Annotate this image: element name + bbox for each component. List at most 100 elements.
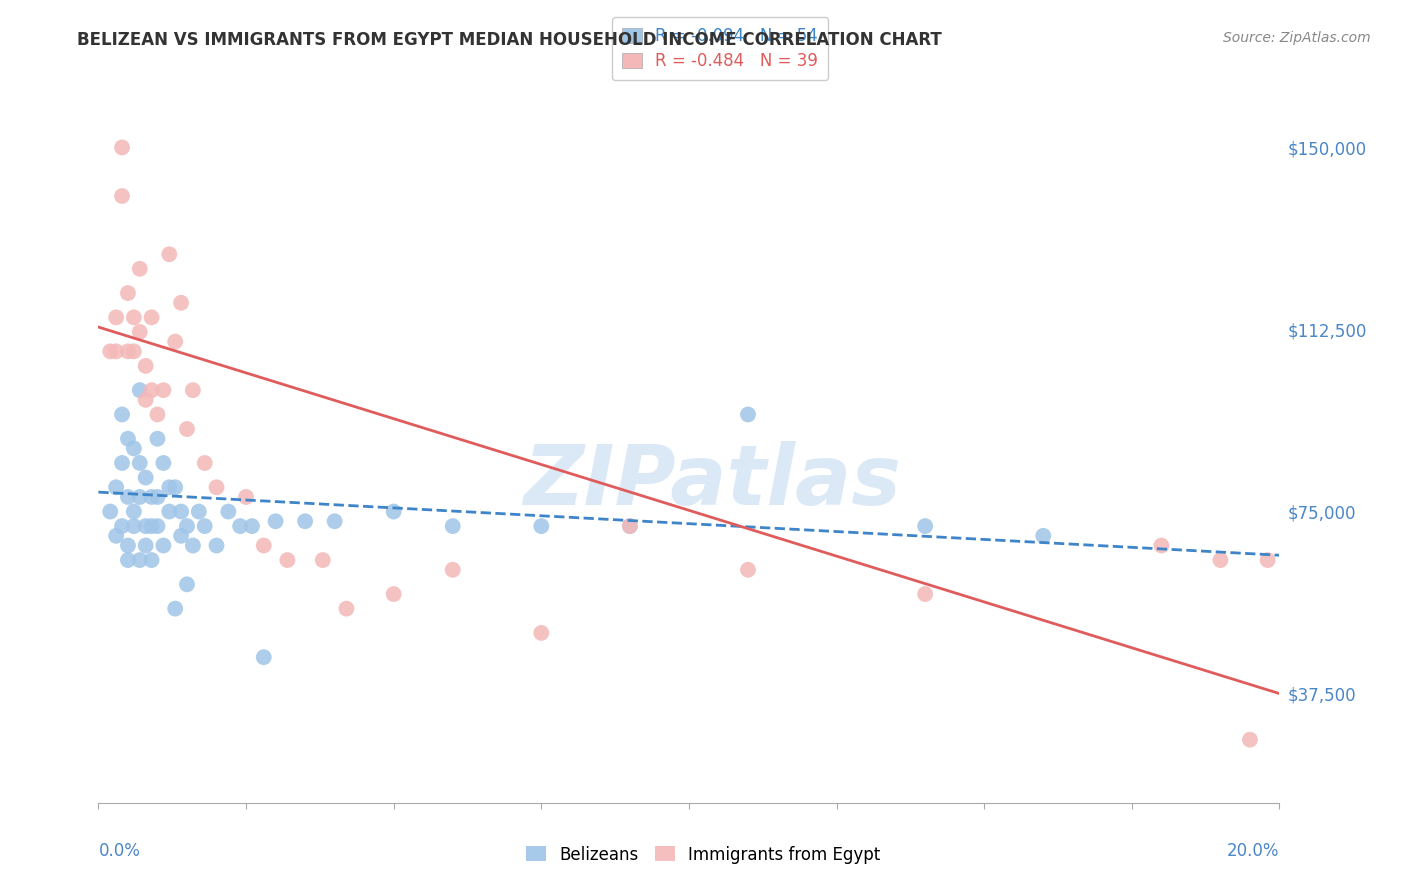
Legend: R = -0.094   N = 54, R = -0.484   N = 39: R = -0.094 N = 54, R = -0.484 N = 39 [612,17,828,80]
Point [323,514,346,528]
Point [1150,539,1173,553]
Point [294,514,316,528]
Point [1239,732,1261,747]
Text: Source: ZipAtlas.com: Source: ZipAtlas.com [1223,31,1371,45]
Point [1209,553,1232,567]
Point [253,539,276,553]
Point [335,601,357,615]
Point [187,504,209,518]
Point [141,553,163,567]
Point [181,383,204,397]
Point [117,490,139,504]
Point [217,504,239,518]
Text: ZIPatlas: ZIPatlas [523,442,901,522]
Point [441,563,464,577]
Point [619,519,641,533]
Point [914,519,936,533]
Point [117,286,139,301]
Point [117,553,139,567]
Point [205,480,228,494]
Point [194,456,217,470]
Point [105,480,128,494]
Point [441,519,464,533]
Point [382,587,405,601]
Point [165,480,187,494]
Point [135,470,157,484]
Point [111,140,134,154]
Point [111,189,134,203]
Text: 20.0%: 20.0% [1227,842,1279,860]
Point [176,422,198,436]
Point [737,408,759,422]
Point [105,344,128,359]
Point [135,519,157,533]
Point [165,601,187,615]
Point [194,519,217,533]
Point [170,529,193,543]
Text: 0.0%: 0.0% [98,842,141,860]
Point [117,432,139,446]
Point [264,514,287,528]
Point [111,456,134,470]
Point [152,539,174,553]
Point [105,310,128,325]
Point [146,432,169,446]
Point [1032,529,1054,543]
Point [135,539,157,553]
Point [382,504,405,518]
Point [128,490,150,504]
Point [135,359,157,373]
Point [128,261,150,276]
Point [146,519,169,533]
Point [128,325,150,339]
Point [157,247,180,261]
Point [141,490,163,504]
Point [122,519,145,533]
Point [111,408,134,422]
Point [176,519,198,533]
Point [235,490,257,504]
Point [152,383,174,397]
Point [135,392,157,407]
Point [170,295,193,310]
Point [176,577,198,591]
Point [146,490,169,504]
Point [105,529,128,543]
Point [530,519,553,533]
Point [253,650,276,665]
Point [165,334,187,349]
Text: BELIZEAN VS IMMIGRANTS FROM EGYPT MEDIAN HOUSEHOLD INCOME CORRELATION CHART: BELIZEAN VS IMMIGRANTS FROM EGYPT MEDIAN… [77,31,942,49]
Point [122,442,145,456]
Point [530,626,553,640]
Point [122,310,145,325]
Point [737,563,759,577]
Point [141,519,163,533]
Point [157,480,180,494]
Point [141,383,163,397]
Point [128,553,150,567]
Point [128,383,150,397]
Point [312,553,335,567]
Point [98,344,121,359]
Point [141,310,163,325]
Legend: Belizeans, Immigrants from Egypt: Belizeans, Immigrants from Egypt [519,839,887,871]
Point [122,344,145,359]
Point [157,504,180,518]
Point [914,587,936,601]
Point [229,519,252,533]
Point [98,504,121,518]
Point [146,408,169,422]
Point [152,456,174,470]
Point [181,539,204,553]
Point [122,504,145,518]
Point [619,519,641,533]
Point [170,504,193,518]
Point [276,553,298,567]
Point [117,539,139,553]
Point [240,519,263,533]
Point [111,519,134,533]
Point [205,539,228,553]
Point [117,344,139,359]
Point [1257,553,1279,567]
Point [128,456,150,470]
